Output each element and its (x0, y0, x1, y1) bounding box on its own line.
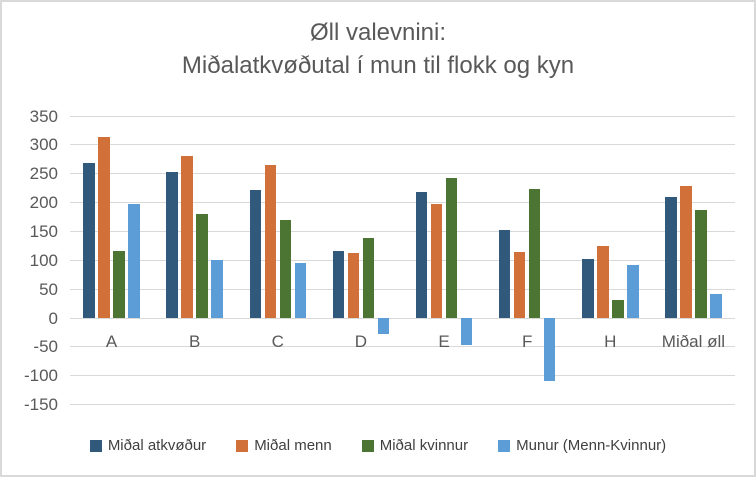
y-axis-tick-label: -50 (33, 337, 58, 357)
bar-3-C[interactable] (279, 219, 292, 318)
gridline (70, 259, 735, 261)
bar-4-E[interactable] (460, 318, 473, 345)
gridline (70, 230, 735, 232)
legend-item-midal-menn[interactable]: Miðal menn (236, 438, 332, 453)
chart-title-line-2: Miðalatkvøðutal í mun til flokk og kyn (181, 52, 575, 79)
x-axis-category-label: B (189, 332, 201, 351)
bar-3-A[interactable] (113, 251, 125, 318)
x-axis-category-label: Miðal øll (661, 332, 726, 351)
legend-label: Miðal kvinnur (379, 437, 469, 454)
gridline (70, 202, 735, 204)
legend-label: Miðal atkvøður (107, 437, 207, 454)
y-axis-tick-label: 100 (29, 250, 58, 270)
bar-3-D[interactable] (362, 237, 375, 318)
y-axis-tick-label: 50 (39, 279, 58, 299)
bar-1-B[interactable] (166, 171, 178, 318)
x-axis-category-label: F (521, 332, 533, 351)
bar-4-B[interactable] (211, 260, 223, 318)
bar-1-C[interactable] (249, 189, 262, 318)
bar-2-E[interactable] (430, 204, 443, 318)
bar-2-C[interactable] (264, 165, 277, 318)
legend-swatch (498, 439, 511, 452)
legend-swatch (361, 439, 374, 452)
bar-4-D[interactable] (377, 318, 390, 334)
x-axis-category-label: E (438, 332, 450, 351)
bar-3-F[interactable] (528, 188, 541, 318)
gridline (70, 173, 735, 175)
bar-2-F[interactable] (513, 252, 526, 318)
chart-title-line-1: Øll valevnini: (309, 19, 447, 46)
legend: Miðal atkvøður Miðal menn Miðal kvinnur … (2, 438, 754, 453)
bar-2-Miðal øll[interactable] (680, 186, 692, 318)
y-axis-tick-label: 250 (29, 164, 58, 184)
y-axis-tick-label: 300 (29, 135, 58, 155)
bar-4-H[interactable] (627, 264, 639, 318)
gridline (70, 115, 735, 117)
gridline (70, 404, 735, 406)
bar-1-D[interactable] (332, 251, 345, 318)
x-axis-category-label: A (105, 332, 118, 351)
bar-2-D[interactable] (347, 253, 360, 318)
gridline (70, 346, 735, 348)
legend-item-munur[interactable]: Munur (Menn-Kvinnur) (498, 438, 666, 453)
bar-3-E[interactable] (445, 177, 458, 318)
gridline (70, 317, 735, 319)
bar-1-H[interactable] (582, 258, 594, 318)
y-axis-tick-label: -100 (23, 366, 58, 386)
gridline (70, 375, 735, 377)
y-axis-tick-label: 200 (29, 193, 58, 213)
bar-2-H[interactable] (597, 246, 609, 318)
bar-3-B[interactable] (196, 213, 208, 318)
gridline (70, 288, 735, 290)
y-axis-tick-label: 150 (29, 221, 58, 241)
bar-1-F[interactable] (498, 229, 511, 318)
legend-swatch (236, 439, 249, 452)
bar-2-A[interactable] (98, 137, 110, 318)
legend-label: Munur (Menn-Kvinnur) (516, 437, 667, 454)
bar-3-Miðal øll[interactable] (695, 210, 707, 318)
bar-1-E[interactable] (415, 192, 428, 318)
x-axis-category-label: C (271, 332, 284, 351)
x-axis-category-label: H (604, 332, 617, 351)
bar-4-A[interactable] (128, 204, 140, 318)
legend-item-midal-atkvodur[interactable]: Miðal atkvøður (89, 437, 207, 454)
bar-4-Miðal øll[interactable] (710, 294, 722, 318)
gridline (70, 144, 735, 146)
y-axis-tick-label: 0 (48, 308, 58, 328)
chart-title: Øll valevnini: Miðalatkvøðutal í mun til… (2, 16, 754, 82)
y-axis-tick-label: -150 (23, 395, 58, 415)
legend-swatch (89, 439, 102, 452)
bar-1-A[interactable] (83, 163, 95, 318)
legend-label: Miðal menn (254, 437, 332, 454)
bar-4-F[interactable] (543, 318, 556, 382)
bar-3-H[interactable] (612, 299, 624, 318)
bar-1-Miðal øll[interactable] (665, 196, 677, 318)
y-axis-tick-label: 350 (29, 106, 58, 126)
bar-2-B[interactable] (181, 155, 193, 318)
legend-item-midal-kvinnur[interactable]: Miðal kvinnur (361, 437, 469, 454)
bar-4-C[interactable] (294, 263, 307, 318)
x-axis-category-label: D (354, 332, 368, 351)
